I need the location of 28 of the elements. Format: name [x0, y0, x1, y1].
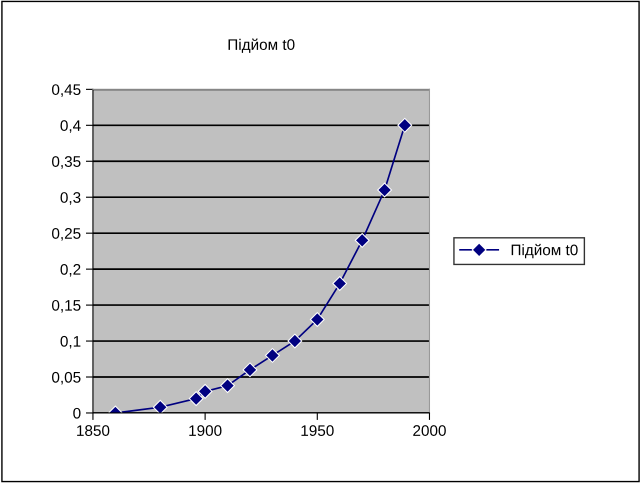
- x-tick-label: 1900: [189, 425, 222, 436]
- y-tick-label: 0: [73, 408, 81, 419]
- legend-label: Підйом t0: [512, 244, 578, 258]
- point: [152, 400, 168, 413]
- y-tick-label: 0,2: [60, 264, 80, 277]
- y-tick-label: 0,25: [52, 228, 80, 241]
- point: [287, 334, 302, 348]
- y-tick-label: 0,15: [52, 300, 80, 313]
- point: [220, 378, 235, 394]
- point: [198, 384, 213, 399]
- y-tick-label: 0,05: [52, 372, 80, 384]
- point: [377, 182, 392, 198]
- point: [265, 348, 280, 363]
- point: [310, 312, 325, 327]
- x-tick-label: 2000: [413, 425, 446, 436]
- chart-title: Підйом t0: [228, 38, 295, 53]
- y-tick-label: 0,4: [60, 120, 81, 133]
- y-tick-label: 0,35: [52, 156, 80, 169]
- y-tick-label: 0,1: [60, 336, 80, 349]
- x-tick-label: 1850: [77, 425, 110, 436]
- point: [397, 118, 412, 133]
- point: [354, 232, 370, 248]
- y-tick-label: 0,3: [60, 192, 80, 205]
- point: [188, 391, 204, 406]
- y-tick-label: 0,45: [52, 84, 80, 97]
- point: [332, 276, 348, 291]
- x-tick-label: 1950: [301, 425, 334, 436]
- point: [242, 362, 258, 378]
